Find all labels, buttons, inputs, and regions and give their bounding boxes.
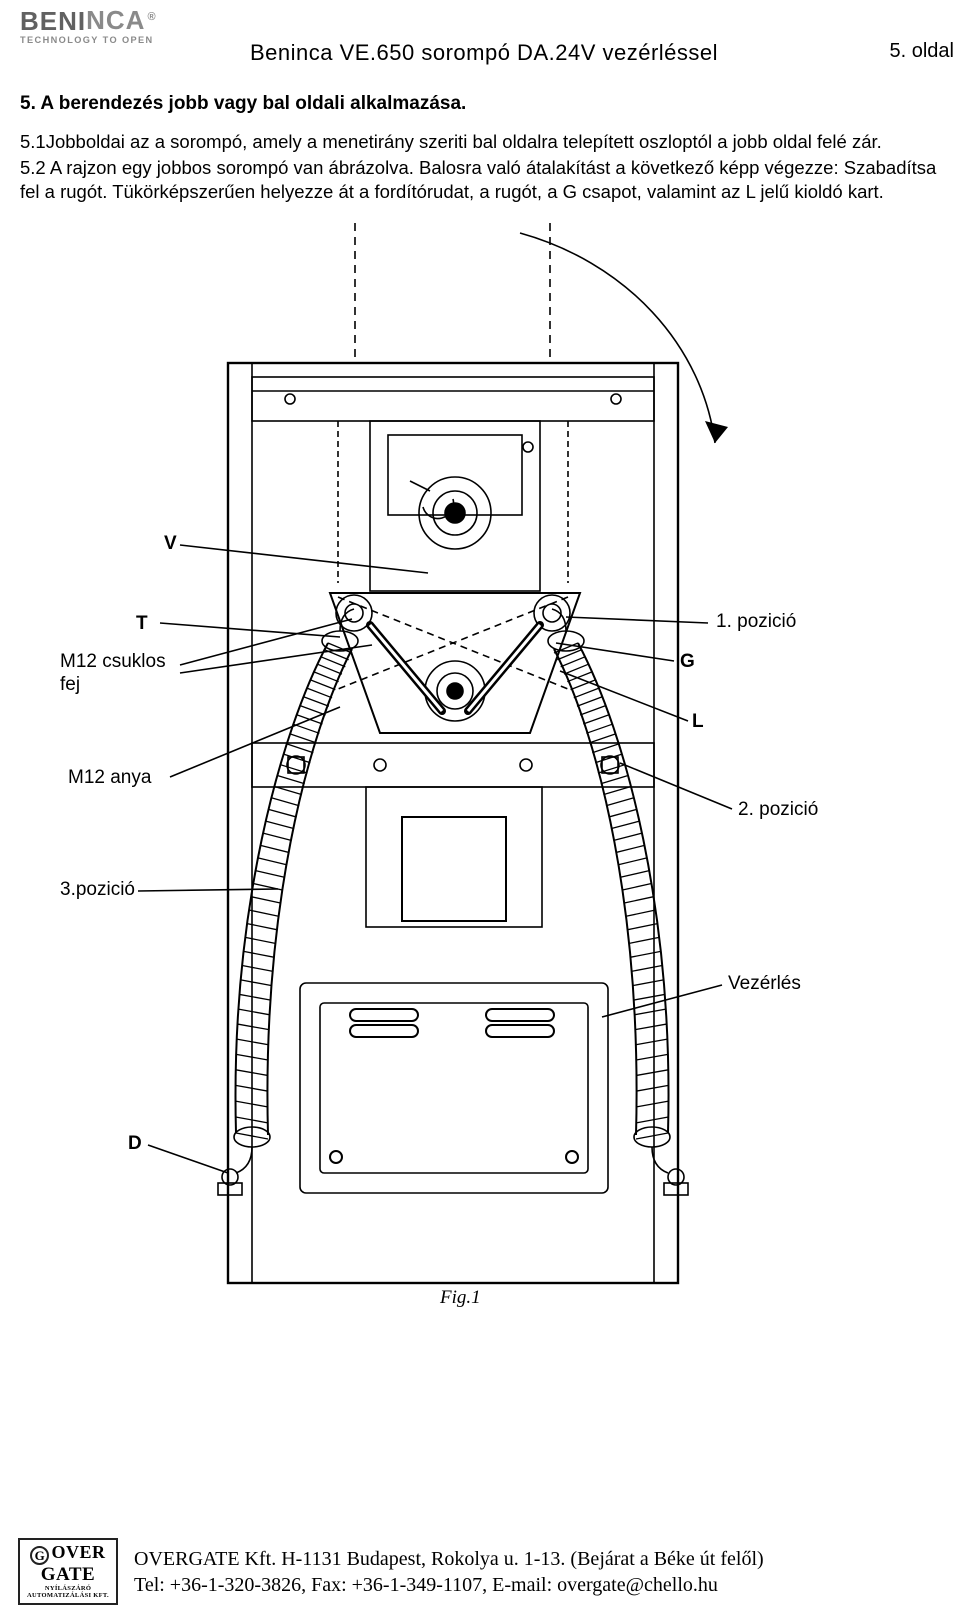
label-pos1: 1. pozició xyxy=(716,611,796,634)
diagram-svg xyxy=(20,213,940,1313)
footer-text: OVERGATE Kft. H-1131 Budapest, Rokolya u… xyxy=(134,1546,764,1598)
label-v: V xyxy=(164,533,177,556)
label-pos3: 3.pozició xyxy=(60,879,135,902)
footer-line1: OVERGATE Kft. H-1131 Budapest, Rokolya u… xyxy=(134,1546,764,1572)
footer: GOVER GATE NYÍLÁSZÁRÓ AUTOMATIZÁLÁSI KFT… xyxy=(18,1538,942,1605)
brand-tagline: TECHNOLOGY TO OPEN xyxy=(20,35,200,45)
label-m12-anya: M12 anya xyxy=(68,767,151,790)
diagram: V T M12 csuklos fej M12 anya 3.pozició D… xyxy=(20,213,940,1313)
label-pos2: 2. pozició xyxy=(738,799,818,822)
label-l: L xyxy=(692,711,704,734)
brand-name-main: BENI xyxy=(20,6,86,36)
label-vezerles: Vezérlés xyxy=(728,973,801,996)
footer-logo-g: G xyxy=(30,1546,49,1565)
brand-logo: BENINCA® TECHNOLOGY TO OPEN xyxy=(20,6,200,45)
paragraph-2: 5.2 A rajzon egy jobbos sorompó van ábrá… xyxy=(20,156,948,203)
footer-logo-row3: NYÍLÁSZÁRÓ AUTOMATIZÁLÁSI KFT. xyxy=(24,1586,112,1599)
footer-logo-row2: GATE xyxy=(24,1565,112,1584)
figure-caption: Fig.1 xyxy=(440,1287,481,1310)
label-d: D xyxy=(128,1133,142,1156)
page-number: 5. oldal xyxy=(890,40,955,63)
footer-logo-row1: OVER xyxy=(51,1542,105,1562)
label-g: G xyxy=(680,651,695,674)
brand-reg: ® xyxy=(147,11,156,23)
footer-logo: GOVER GATE NYÍLÁSZÁRÓ AUTOMATIZÁLÁSI KFT… xyxy=(18,1538,118,1605)
brand-name-accent: NCA xyxy=(86,5,145,35)
paragraph-1: 5.1Jobboldai az a sorompó, amely a menet… xyxy=(20,130,948,154)
body-text: 5. A berendezés jobb vagy bal oldali alk… xyxy=(20,92,948,203)
section-heading: 5. A berendezés jobb vagy bal oldali alk… xyxy=(20,92,948,116)
label-m12-csuklos: M12 csuklos fej xyxy=(60,651,166,697)
label-t: T xyxy=(136,613,148,636)
footer-line2: Tel: +36-1-320-3826, Fax: +36-1-349-1107… xyxy=(134,1572,764,1598)
